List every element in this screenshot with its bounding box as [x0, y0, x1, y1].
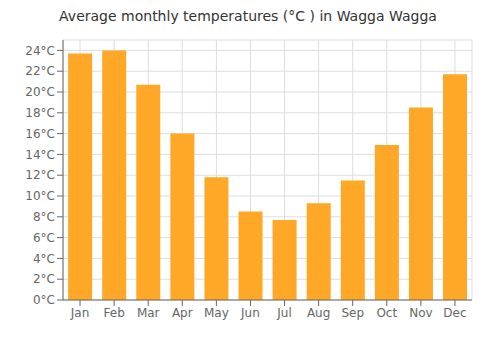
svg-text:22°C: 22°C [25, 64, 55, 78]
svg-text:4°C: 4°C [33, 252, 55, 266]
svg-text:Nov: Nov [409, 306, 432, 320]
svg-text:18°C: 18°C [25, 106, 55, 120]
svg-text:Feb: Feb [104, 306, 125, 320]
svg-text:24°C: 24°C [25, 44, 55, 58]
svg-text:Apr: Apr [172, 306, 193, 320]
svg-text:2°C: 2°C [33, 272, 55, 286]
svg-text:Sep: Sep [341, 306, 364, 320]
svg-text:Jul: Jul [276, 306, 291, 320]
svg-text:8°C: 8°C [33, 210, 55, 224]
svg-text:Jun: Jun [240, 306, 260, 320]
svg-text:Jan: Jan [70, 306, 90, 320]
svg-text:16°C: 16°C [25, 127, 55, 141]
svg-text:10°C: 10°C [25, 189, 55, 203]
svg-text:Mar: Mar [137, 306, 160, 320]
svg-text:0°C: 0°C [33, 293, 55, 307]
svg-text:12°C: 12°C [25, 168, 55, 182]
svg-text:Aug: Aug [307, 306, 330, 320]
svg-text:6°C: 6°C [33, 231, 55, 245]
svg-text:May: May [204, 306, 229, 320]
svg-text:20°C: 20°C [25, 85, 55, 99]
svg-text:Dec: Dec [443, 306, 466, 320]
svg-text:Oct: Oct [376, 306, 397, 320]
html-text:Average monthly temperatures (: Average monthly temperatures (°C ) in Wa… [59, 8, 437, 24]
svg-text:14°C: 14°C [25, 148, 55, 162]
